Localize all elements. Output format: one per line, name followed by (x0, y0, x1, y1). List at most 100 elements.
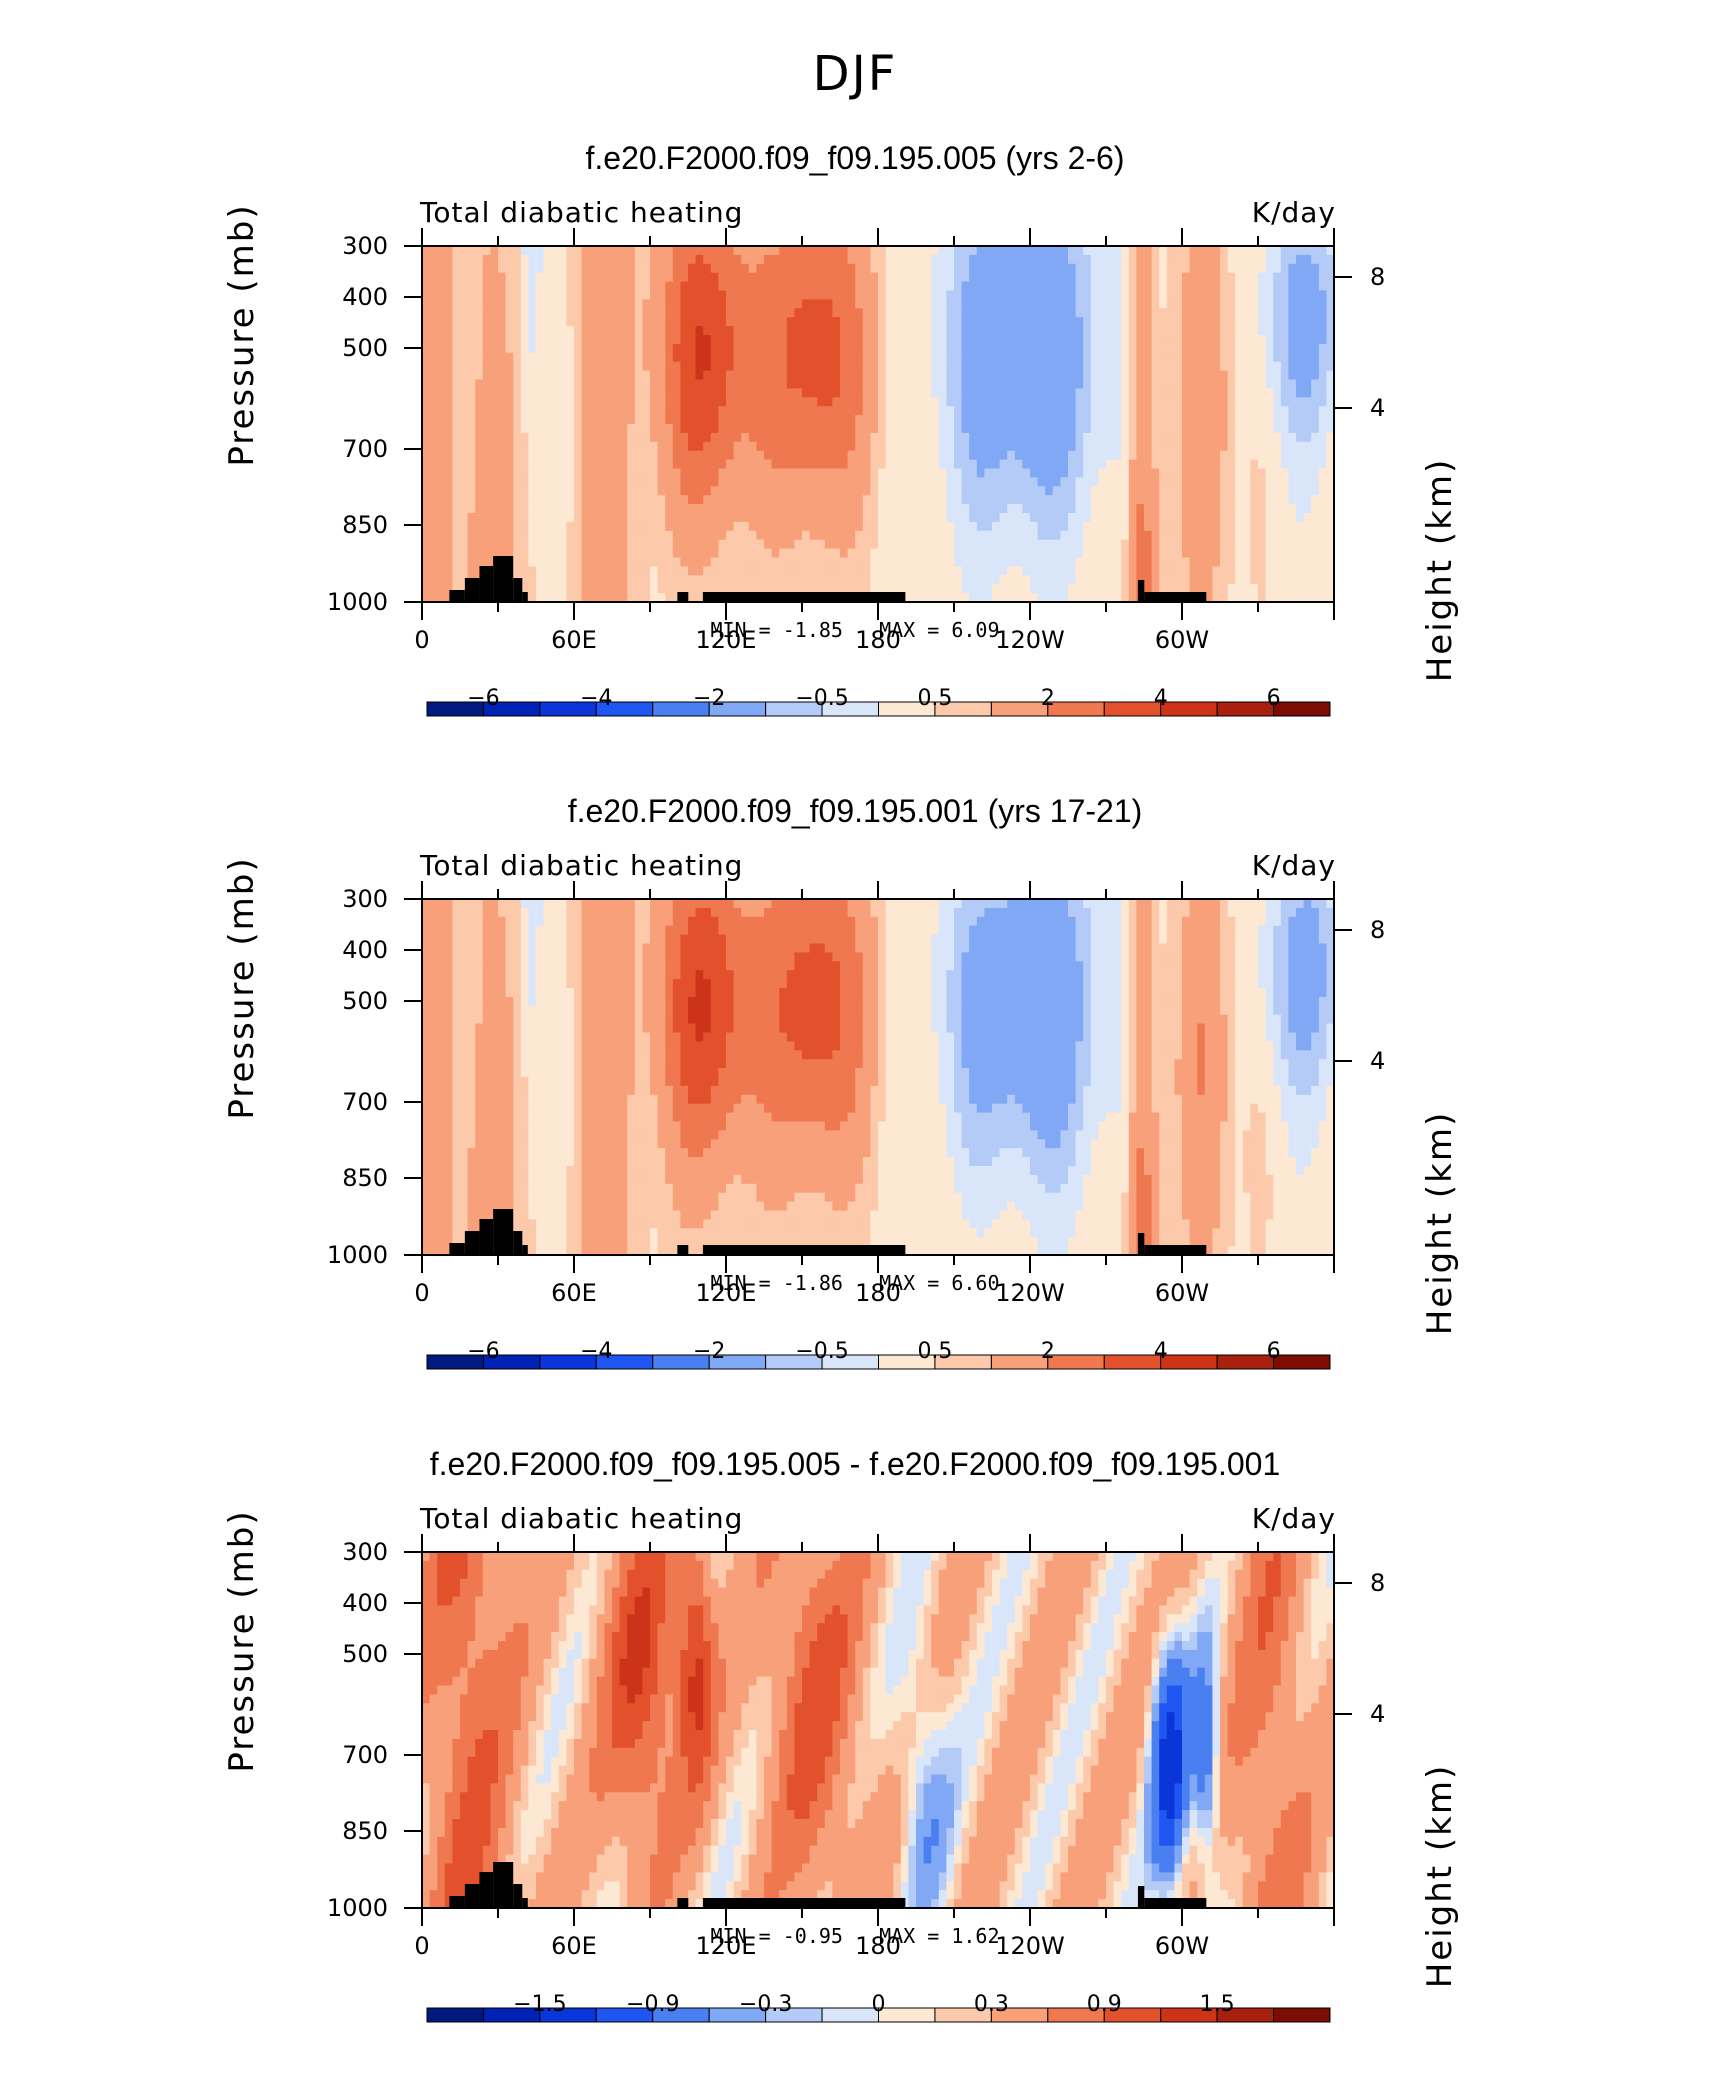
heatmap-cell (1083, 397, 1091, 407)
heatmap-cell (620, 273, 628, 283)
heatmap-cell (521, 433, 529, 443)
heatmap-cell (612, 575, 620, 585)
heatmap-cell (840, 513, 848, 523)
heatmap-cell (627, 899, 635, 909)
heatmap-cell (855, 397, 863, 407)
heatmap-cell (1197, 558, 1205, 568)
heatmap-cell (825, 380, 833, 390)
heatmap-cell (1273, 291, 1281, 301)
heatmap-cell (574, 558, 582, 568)
heatmap-cell (946, 584, 954, 594)
heatmap-cell (1311, 451, 1319, 461)
heatmap-cell (437, 415, 445, 425)
topography-mask (449, 590, 465, 602)
heatmap-cell (513, 291, 521, 301)
heatmap-cell (688, 353, 696, 363)
heatmap-cell (521, 299, 529, 309)
heatmap-cell (832, 264, 840, 274)
heatmap-cell (521, 264, 529, 274)
heatmap-cell (1304, 397, 1312, 407)
heatmap-cell (939, 424, 947, 434)
heatmap-cell (612, 371, 620, 381)
heatmap-cell (1144, 246, 1152, 256)
heatmap-cell (962, 899, 970, 909)
heatmap-cell (1144, 566, 1152, 576)
heatmap-cell (711, 451, 719, 461)
heatmap-cell (1076, 522, 1084, 532)
heatmap-cell (1190, 469, 1198, 479)
heatmap-cell (954, 326, 962, 336)
heatmap-cell (878, 299, 886, 309)
heatmap-cell (870, 317, 878, 327)
heatmap-cell (468, 388, 476, 398)
heatmap-cell (749, 246, 757, 256)
heatmap-cell (437, 584, 445, 594)
heatmap-cell (566, 380, 574, 390)
heatmap-cell (901, 540, 909, 550)
heatmap-cell (1015, 317, 1023, 327)
heatmap-cell (544, 415, 552, 425)
heatmap-cell (673, 326, 681, 336)
heatmap-cell (711, 388, 719, 398)
heatmap-cell (1091, 380, 1099, 390)
heatmap-cell (460, 388, 468, 398)
heatmap-cell (1114, 495, 1122, 505)
heatmap-cell (445, 406, 453, 416)
heatmap-cell (422, 451, 430, 461)
heatmap-cell (939, 469, 947, 479)
heatmap-cell (946, 388, 954, 398)
y-tick-label: 700 (318, 435, 388, 463)
heatmap-cell (604, 282, 612, 292)
heatmap-cell (688, 326, 696, 336)
heatmap-cell (589, 558, 597, 568)
heatmap-cell (620, 371, 628, 381)
heatmap-cell (787, 291, 795, 301)
heatmap-cell (627, 531, 635, 541)
heatmap-cell (1022, 362, 1030, 372)
heatmap-cell (445, 477, 453, 487)
heatmap-cell (422, 326, 430, 336)
heatmap-cell (969, 273, 977, 283)
heatmap-cell (627, 344, 635, 354)
heatmap-cell (490, 380, 498, 390)
heatmap-cell (445, 380, 453, 390)
heatmap-cell (886, 540, 894, 550)
heatmap-cell (855, 566, 863, 576)
heatmap-cell (1129, 371, 1137, 381)
heatmap-cell (1098, 335, 1106, 345)
heatmap-cell (817, 415, 825, 425)
heatmap-cell (1296, 549, 1304, 559)
heatmap-cell (483, 486, 491, 496)
heatmap-cell (1053, 397, 1061, 407)
heatmap-cell (589, 513, 597, 523)
heatmap-cell (658, 504, 666, 513)
heatmap-cell (1106, 353, 1114, 363)
heatmap-cell (1121, 558, 1129, 568)
heatmap-cell (665, 335, 673, 345)
heatmap-cell (855, 540, 863, 550)
heatmap-cell (992, 513, 1000, 523)
heatmap-cell (764, 486, 772, 496)
heatmap-cell (680, 326, 688, 336)
heatmap-cell (817, 308, 825, 318)
heatmap-cell (430, 335, 438, 345)
heatmap-cell (597, 451, 605, 461)
heatmap-cell (642, 584, 650, 594)
heatmap-cell (1076, 344, 1084, 354)
heatmap-cell (1212, 371, 1220, 381)
heatmap-cell (1053, 540, 1061, 550)
heatmap-cell (658, 371, 666, 381)
heatmap-cell (1038, 362, 1046, 372)
heatmap-cell (650, 522, 658, 532)
heatmap-cell (673, 469, 681, 479)
heatmap-cell (582, 558, 590, 568)
heatmap-cell (566, 415, 574, 425)
heatmap-cell (726, 469, 734, 479)
heatmap-cell (916, 282, 924, 292)
heatmap-cell (946, 273, 954, 283)
heatmap-cell (718, 549, 726, 559)
heatmap-cell (1212, 415, 1220, 425)
heatmap-cell (513, 451, 521, 461)
heatmap-cell (559, 558, 567, 568)
heatmap-cell (1060, 504, 1068, 513)
